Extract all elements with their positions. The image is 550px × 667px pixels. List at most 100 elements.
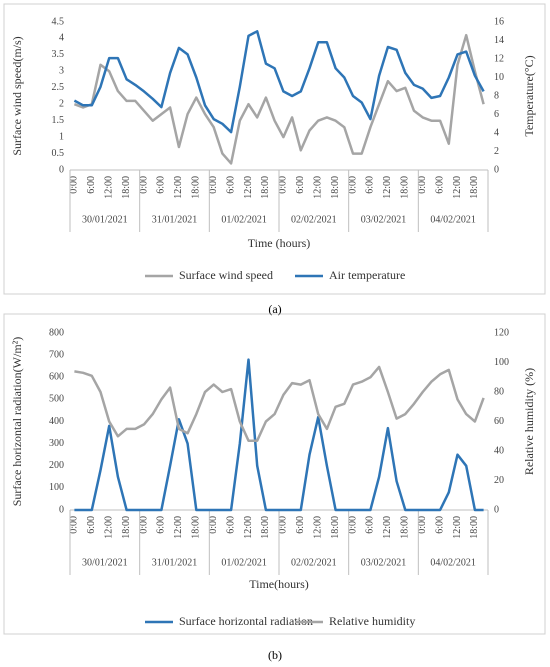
x-tick-label: 6:00 [86, 176, 97, 194]
x-tick-label: 12:00 [312, 176, 323, 199]
group-label: 30/01/2021 [82, 214, 128, 225]
y2-tick-label: 100 [494, 357, 509, 368]
y2-tick-label: 0 [494, 164, 499, 175]
x-tick-label: 0:00 [208, 176, 219, 194]
panel-label: (a) [268, 302, 281, 316]
group-label: 02/02/2021 [291, 214, 337, 225]
x-tick-label: 6:00 [225, 176, 236, 194]
y-tick-label: 500 [49, 394, 64, 405]
x-tick-label: 0:00 [278, 516, 289, 534]
panel-label: (b) [268, 648, 282, 662]
x-tick-label: 0:00 [208, 516, 219, 534]
y-axis-title: Surface horizontal radiation(W/m²) [10, 337, 24, 507]
y2-tick-label: 2 [494, 146, 499, 157]
x-tick-label: 18:00 [191, 516, 202, 539]
x-tick-label: 6:00 [295, 176, 306, 194]
series-line [73, 33, 485, 165]
x-tick-label: 12:00 [103, 516, 114, 539]
x-tick-label: 18:00 [121, 176, 132, 199]
x-tick-label: 6:00 [365, 516, 376, 534]
y2-tick-label: 12 [494, 53, 504, 64]
y-tick-label: 700 [49, 349, 64, 360]
y-tick-label: 1.5 [52, 115, 65, 126]
group-label: 03/02/2021 [361, 214, 407, 225]
x-tick-label: 0:00 [347, 176, 358, 194]
y2-tick-label: 20 [494, 475, 504, 486]
x-tick-label: 12:00 [243, 516, 254, 539]
y-tick-label: 3.5 [52, 49, 65, 60]
series-line [74, 365, 485, 442]
legend-label: Surface wind speed [179, 268, 273, 282]
y2-axis-title: Temperature(°C) [522, 55, 536, 136]
y2-tick-label: 4 [494, 127, 499, 138]
x-tick-label: 12:00 [173, 516, 184, 539]
y2-tick-label: 60 [494, 416, 504, 427]
x-tick-label: 18:00 [400, 516, 411, 539]
group-label: 01/02/2021 [221, 557, 267, 568]
y-tick-label: 0 [59, 504, 64, 515]
x-tick-label: 18:00 [191, 176, 202, 199]
x-tick-label: 18:00 [400, 176, 411, 199]
y-tick-label: 2.5 [52, 82, 65, 93]
x-axis-title: Time (hours) [248, 236, 311, 250]
legend-label: Surface horizontal radiation [179, 614, 313, 628]
y2-tick-label: 120 [494, 327, 509, 338]
y2-tick-label: 10 [494, 72, 504, 83]
y2-tick-label: 16 [494, 16, 504, 27]
x-tick-label: 0:00 [138, 176, 149, 194]
x-tick-label: 0:00 [278, 176, 289, 194]
x-tick-label: 12:00 [103, 176, 114, 199]
x-tick-label: 18:00 [330, 176, 341, 199]
x-tick-label: 18:00 [121, 516, 132, 539]
x-tick-label: 0:00 [69, 516, 80, 534]
y-axis-title: Surface wind speed(m/s) [10, 36, 24, 155]
x-tick-label: 12:00 [243, 176, 254, 199]
x-tick-label: 18:00 [260, 176, 271, 199]
y2-tick-label: 40 [494, 445, 504, 456]
chart-b-border [3, 313, 546, 635]
y-tick-label: 4 [59, 33, 64, 44]
x-tick-label: 0:00 [69, 176, 80, 194]
group-label: 04/02/2021 [430, 557, 476, 568]
x-tick-label: 12:00 [452, 176, 463, 199]
x-tick-label: 12:00 [452, 516, 463, 539]
y-tick-label: 400 [49, 416, 64, 427]
group-label: 04/02/2021 [430, 214, 476, 225]
x-tick-label: 18:00 [260, 516, 271, 539]
x-tick-label: 6:00 [434, 176, 445, 194]
x-tick-label: 6:00 [156, 516, 167, 534]
x-tick-label: 0:00 [417, 516, 428, 534]
x-tick-label: 18:00 [469, 176, 480, 199]
y-tick-label: 300 [49, 438, 64, 449]
y2-tick-label: 80 [494, 386, 504, 397]
y-tick-label: 800 [49, 327, 64, 338]
y-tick-label: 4.5 [52, 16, 65, 27]
y-tick-label: 1 [59, 131, 64, 142]
y-tick-label: 2 [59, 99, 64, 110]
y-tick-label: 0 [59, 164, 64, 175]
x-tick-label: 6:00 [156, 176, 167, 194]
chart-a-border [3, 3, 546, 295]
x-tick-label: 12:00 [173, 176, 184, 199]
series-line [74, 358, 484, 512]
group-label: 31/01/2021 [152, 557, 198, 568]
y2-tick-label: 6 [494, 109, 499, 120]
x-tick-label: 0:00 [347, 516, 358, 534]
x-tick-label: 18:00 [469, 516, 480, 539]
series-line [73, 30, 485, 134]
y-tick-label: 100 [49, 482, 64, 493]
group-label: 02/02/2021 [291, 557, 337, 568]
group-label: 31/01/2021 [152, 214, 198, 225]
x-tick-label: 18:00 [330, 516, 341, 539]
y2-tick-label: 8 [494, 90, 499, 101]
legend-label: Relative humidity [329, 614, 415, 628]
group-label: 01/02/2021 [221, 214, 267, 225]
y2-tick-label: 14 [494, 35, 504, 46]
x-axis-title: Time(hours) [249, 577, 309, 591]
x-tick-label: 0:00 [138, 516, 149, 534]
y-tick-label: 600 [49, 372, 64, 383]
y-tick-label: 200 [49, 460, 64, 471]
y-tick-label: 3 [59, 66, 64, 77]
x-tick-label: 12:00 [382, 176, 393, 199]
